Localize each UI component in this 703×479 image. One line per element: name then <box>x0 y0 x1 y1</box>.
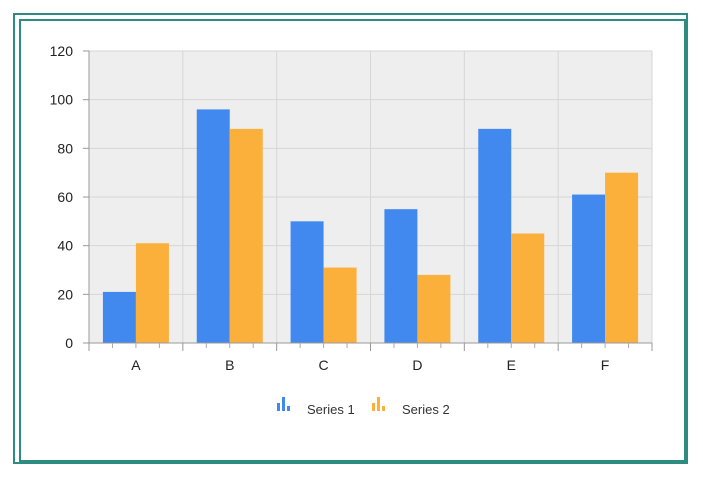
y-tick-label: 80 <box>57 140 73 156</box>
outer-frame <box>13 13 688 464</box>
legend-label: Series 1 <box>307 402 355 417</box>
bar-A-series-1[interactable] <box>102 291 136 343</box>
bar-C-series-1[interactable] <box>290 221 324 343</box>
legend: Series 1 Series 2 <box>277 397 450 417</box>
y-tick-label: 40 <box>57 238 73 254</box>
x-tick-label-D: D <box>412 357 422 373</box>
bar-chart-icon <box>372 397 385 411</box>
legend-label: Series 2 <box>402 402 450 417</box>
x-tick-label-E: E <box>507 357 516 373</box>
bar-B-series-2[interactable] <box>229 128 263 343</box>
bar-chart-icon <box>277 397 290 411</box>
x-axis-tick-labels: A B C D E F <box>131 357 609 373</box>
bar-B-series-1[interactable] <box>196 109 230 344</box>
bar-F-series-1[interactable] <box>572 194 606 343</box>
x-tick-label-B: B <box>225 357 234 373</box>
bar-D-series-2[interactable] <box>417 274 451 343</box>
y-tick-label: 0 <box>65 335 73 351</box>
y-axis-tick-labels: 0 20 40 60 80 100 120 <box>50 43 74 351</box>
bar-C-series-2[interactable] <box>323 267 357 343</box>
bar-E-series-2[interactable] <box>511 233 545 344</box>
legend-item-series-1[interactable]: Series 1 <box>277 397 355 417</box>
bar-D-series-1[interactable] <box>384 209 418 343</box>
y-tick-label: 60 <box>57 189 73 205</box>
bar-E-series-1[interactable] <box>478 128 512 343</box>
inner-frame <box>19 19 686 462</box>
bars <box>102 109 639 344</box>
axes <box>83 50 653 351</box>
y-tick-label: 20 <box>57 286 73 302</box>
legend-item-series-2[interactable]: Series 2 <box>372 397 450 417</box>
x-tick-label-C: C <box>319 357 329 373</box>
y-tick-label: 100 <box>50 92 74 108</box>
x-tick-label-F: F <box>601 357 610 373</box>
y-tick-label: 120 <box>50 43 74 59</box>
x-tick-label-A: A <box>131 357 141 373</box>
bar-F-series-2[interactable] <box>605 172 639 343</box>
bar-A-series-2[interactable] <box>135 243 169 343</box>
